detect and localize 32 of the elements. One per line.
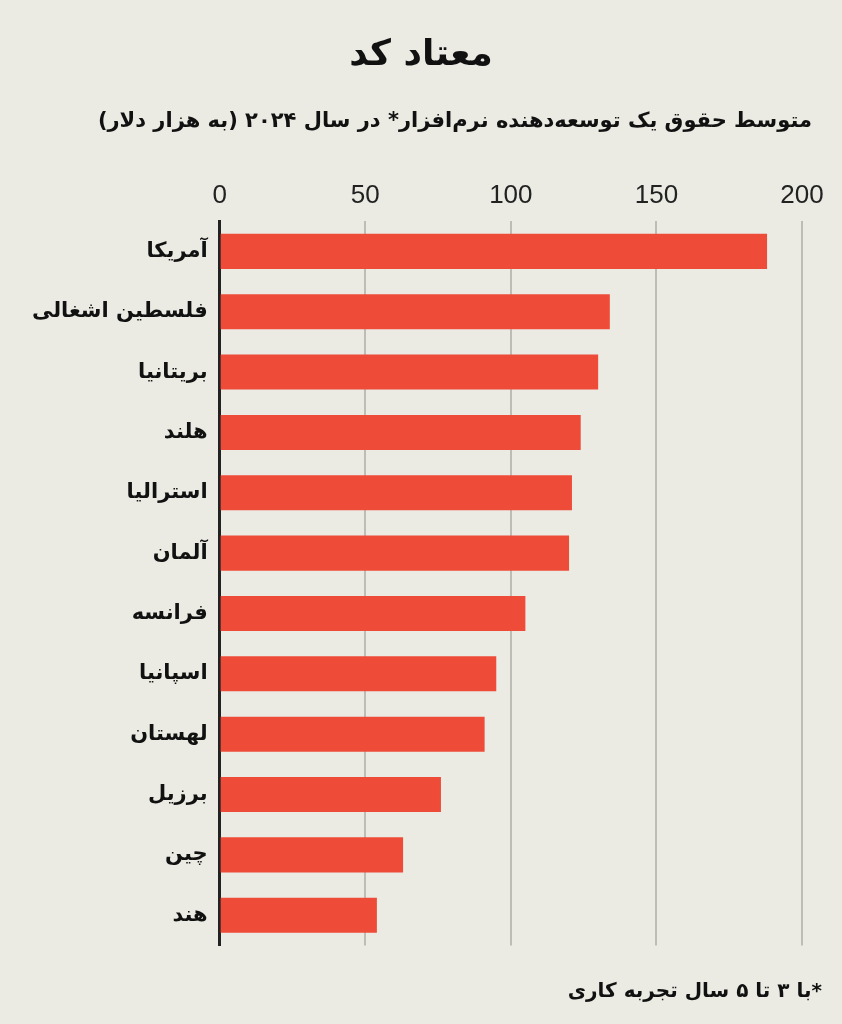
y-tick-label: برزیل <box>147 780 208 805</box>
y-tick-label: چین <box>165 841 208 866</box>
bar <box>220 414 581 450</box>
y-tick-label: آلمان <box>152 538 209 564</box>
bar <box>220 294 610 330</box>
y-tick-label: استرالیا <box>126 479 208 504</box>
x-tick-label: 100 <box>489 178 533 209</box>
bar <box>220 535 570 571</box>
bar <box>220 897 377 933</box>
bar <box>220 777 441 813</box>
text: *با ۳ تا ۵ سال تجربه کاری <box>567 978 822 1002</box>
bar <box>220 354 599 390</box>
bar <box>220 716 485 752</box>
y-tick-label: اسپانیا <box>138 660 208 685</box>
chart-subtitle: متوسط حقوق یک توسعه‌دهنده نرم‌افزار* در سال ۲۰۲۴ (به هزار دلار) <box>97 108 812 132</box>
y-tick-label: آمریکا <box>146 236 209 262</box>
x-tick-label: 150 <box>634 178 679 209</box>
y-tick-label: هند <box>172 901 208 926</box>
y-tick-label: بریتانیا <box>138 358 208 383</box>
y-tick-label: هلند <box>163 418 208 443</box>
bar <box>220 233 768 269</box>
x-tick-label: 0 <box>212 178 227 209</box>
bar <box>220 595 526 631</box>
x-tick-label: 200 <box>780 178 824 209</box>
y-tick-label: لهستان <box>130 720 208 745</box>
x-tick-label: 50 <box>350 178 380 209</box>
bar <box>220 475 572 511</box>
y-tick-label: فرانسه <box>131 599 208 624</box>
chart-title: معتاد کد <box>348 32 494 73</box>
bar <box>220 837 404 873</box>
bar <box>220 656 497 692</box>
y-tick-label: فلسطین اشغالی <box>31 298 208 323</box>
